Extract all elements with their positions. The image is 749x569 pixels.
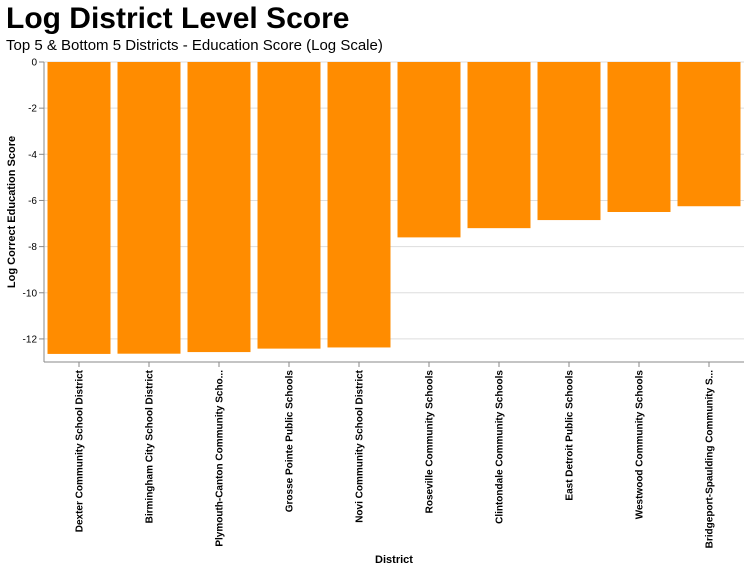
bar — [187, 62, 251, 353]
y-tick-label: -2 — [28, 104, 37, 115]
bar — [607, 62, 671, 212]
y-axis-title: Log Correct Education Score — [6, 136, 18, 288]
x-tick-label: Roseville Community Schools — [425, 370, 436, 514]
bar — [257, 62, 321, 349]
x-tick-label: Plymouth-Canton Community Scho... — [215, 370, 226, 547]
chart-subtitle: Top 5 & Bottom 5 Districts - Education S… — [6, 37, 383, 54]
x-tick-label: Birmingham City School District — [145, 369, 156, 523]
y-tick-label: -8 — [28, 242, 37, 253]
y-tick-label: -4 — [28, 150, 37, 161]
y-tick-label: -10 — [23, 288, 38, 299]
y-tick-label: -6 — [28, 196, 37, 207]
chart-title: Log District Level Score — [6, 2, 350, 35]
x-tick-label: East Detroit Public Schools — [565, 370, 576, 501]
bar — [117, 62, 181, 354]
x-tick-label: Dexter Community School District — [75, 369, 86, 532]
bar — [467, 62, 531, 229]
x-tick-label: Bridgeport-Spaulding Community S... — [705, 370, 716, 549]
bar — [47, 62, 111, 354]
bar — [677, 62, 741, 207]
x-tick-label: Clintondale Community Schools — [495, 370, 506, 524]
y-tick-label: 0 — [31, 58, 37, 69]
x-tick-label: Grosse Pointe Public Schools — [285, 370, 296, 513]
y-tick-label: -12 — [23, 334, 38, 345]
bar — [397, 62, 461, 238]
bar — [327, 62, 391, 348]
bar — [537, 62, 601, 221]
x-tick-label: Westwood Community Schools — [635, 370, 646, 520]
x-axis-title: District — [375, 554, 413, 566]
x-tick-label: Novi Community School District — [355, 369, 366, 522]
